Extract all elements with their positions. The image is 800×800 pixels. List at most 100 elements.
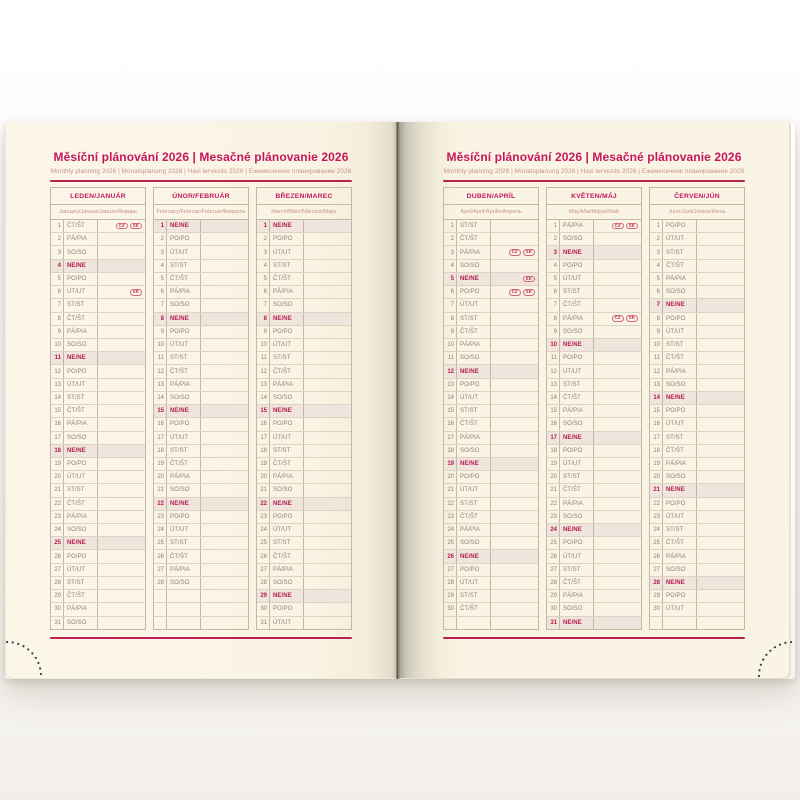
day-row: 13 ST/ST [547, 378, 641, 392]
day-row: 12 PO/PO [51, 365, 145, 379]
weekday-label: ST/ST [64, 391, 98, 405]
notes-cell [304, 617, 351, 629]
notes-cell [201, 273, 248, 285]
weekday-label: ÚT/UT [560, 550, 594, 563]
day-number: 29 [51, 590, 64, 603]
day-row: 12 ÚT/UT [547, 365, 641, 379]
weekday-label: NE/NE [457, 365, 491, 378]
day-number: 19 [51, 457, 64, 471]
day-number: 28 [547, 576, 560, 590]
day-number: 31 [51, 616, 64, 629]
day-number: 6 [547, 286, 560, 299]
day-row: 6 ST/ST [547, 286, 641, 300]
day-row: 1 PO/PO [650, 220, 744, 234]
notes-cell [491, 511, 538, 523]
day-row: 22 ST/ST [444, 497, 538, 511]
day-row: 26 PO/PO [51, 550, 145, 564]
notes-cell [201, 405, 248, 417]
day-number: 21 [650, 484, 663, 497]
day-number: 20 [154, 471, 167, 484]
day-number: 25 [154, 537, 167, 550]
notes-cell [201, 418, 248, 430]
notes-cell [491, 365, 538, 377]
day-row: 3 ÚT/UT [257, 246, 351, 260]
notes-cell [697, 233, 744, 245]
day-row-sunday: 1 NE/NE [154, 220, 248, 234]
day-number: 16 [547, 418, 560, 431]
day-row: 20 ST/ST [547, 471, 641, 485]
weekday-label: ÚT/UT [270, 616, 304, 629]
day-row: 3 ST/ST [650, 246, 744, 260]
weekday-label: PÁ/PIA [270, 471, 304, 484]
day-row: 26 PÁ/PIA [650, 550, 744, 564]
weekday-label: PÁ/PIA [663, 550, 697, 563]
weekday-label: SO/SO [167, 391, 201, 405]
notes-cell [201, 392, 248, 404]
day-row: 14 SO/SO [154, 391, 248, 406]
day-row-sunday: 5 NE/NE SK [444, 272, 538, 287]
day-number: 18 [547, 444, 560, 457]
day-row: 24 ÚT/UT [154, 524, 248, 538]
weekday-label: SO/SO [167, 484, 201, 497]
day-row: 5 ČT/ŠT [154, 272, 248, 287]
notes-cell [491, 220, 538, 232]
weekday-label: ČT/ŠT [64, 405, 98, 418]
day-row: 30 ÚT/UT [650, 603, 744, 617]
day-row: 30 PO/PO [257, 603, 351, 617]
weekday-label: ÚT/UT [457, 299, 491, 312]
day-number: 19 [154, 457, 167, 471]
day-number: 21 [51, 484, 64, 497]
weekday-label [167, 616, 201, 629]
day-number: 16 [444, 418, 457, 431]
weekday-label: NE/NE [64, 259, 98, 272]
weekday-label: ST/ST [663, 431, 697, 444]
day-number: 15 [51, 405, 64, 418]
weekday-label: ST/ST [560, 471, 594, 484]
weekday-label: ÚT/UT [270, 338, 304, 352]
day-row: 14 ST/ST [51, 391, 145, 406]
day-row: 25 ČT/ŠT [650, 537, 744, 551]
day-row-sunday: 15 NE/NE [154, 405, 248, 419]
notes-cell [98, 326, 145, 338]
left-page-content: Měsíční plánování 2026 | Mesačné plánova… [50, 122, 352, 679]
day-number: 3 [444, 246, 457, 259]
day-number: 5 [444, 272, 457, 286]
day-row: 10 ÚT/UT [257, 338, 351, 353]
notes-cell [304, 418, 351, 430]
day-number: 5 [547, 272, 560, 286]
weekday-label: SO/SO [560, 510, 594, 524]
day-number: 1 [154, 220, 167, 233]
weekday-label: SO/SO [663, 286, 697, 299]
day-row: 5 ČT/ŠT [257, 272, 351, 287]
notes-cell [594, 365, 641, 377]
notes-cell [491, 524, 538, 536]
notes-cell [491, 405, 538, 417]
day-number: 21 [547, 484, 560, 497]
notes-cell [201, 299, 248, 311]
day-row: 15 PO/PO [650, 405, 744, 419]
weekday-label: ST/ST [64, 576, 98, 590]
day-row: 20 PO/PO [444, 471, 538, 485]
day-number: 25 [257, 537, 270, 550]
weekday-label: ČT/ŠT [270, 272, 304, 286]
page-subtitle: Monthly planning 2026 | Monatsplanung 20… [50, 168, 352, 175]
day-row: 19 PO/PO [51, 457, 145, 472]
notes-cell [697, 550, 744, 562]
day-row: 4 PO/PO [547, 259, 641, 273]
weekday-label: ÚT/UT [64, 563, 98, 576]
day-number: 14 [547, 391, 560, 405]
day-row: 21 ÚT/UT [444, 484, 538, 498]
day-row: 30 ČT/ŠT [444, 603, 538, 617]
day-number: 19 [650, 457, 663, 471]
bottom-rule [50, 637, 352, 639]
weekday-label: SO/SO [167, 576, 201, 590]
month-title: DUBEN/APRÍL [444, 188, 538, 205]
day-number: 17 [547, 431, 560, 444]
weekday-label: SO/SO [560, 325, 594, 338]
day-number: 29 [257, 590, 270, 603]
day-number: 2 [154, 233, 167, 246]
notes-cell [491, 471, 538, 483]
weekday-label: NE/NE [270, 405, 304, 418]
day-number: 24 [650, 524, 663, 537]
day-number: 6 [51, 286, 64, 299]
